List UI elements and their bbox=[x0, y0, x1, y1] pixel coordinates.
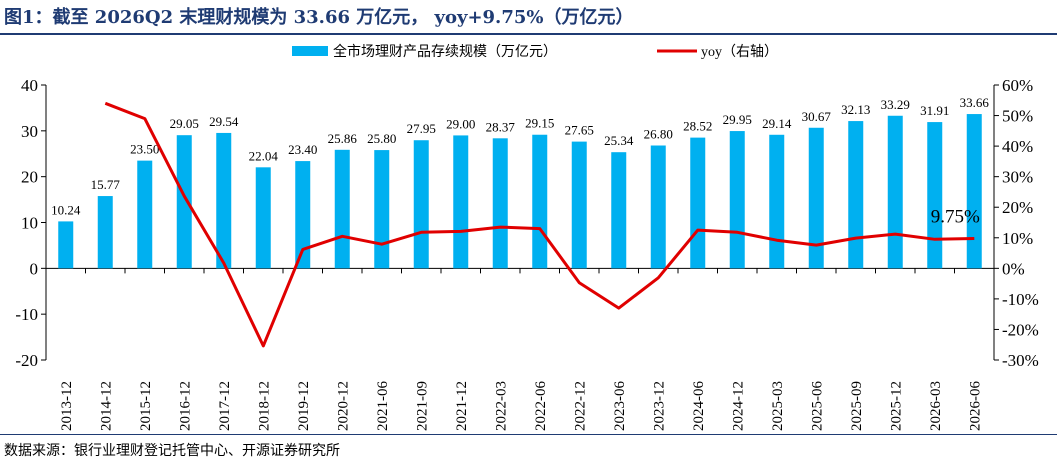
bar bbox=[769, 134, 785, 269]
bar-value-label: 28.37 bbox=[486, 119, 516, 134]
x-tick-label: 2022-03 bbox=[493, 381, 509, 431]
x-tick-label: 2013-12 bbox=[59, 381, 75, 431]
left-tick-label: 30 bbox=[21, 122, 38, 141]
bar-value-label: 25.34 bbox=[604, 133, 634, 148]
legend-bar-label: 全市场理财产品存续规模（万亿元） bbox=[333, 43, 557, 60]
bar bbox=[413, 140, 429, 269]
left-tick-label: -10 bbox=[15, 305, 38, 324]
x-tick-label: 2017-12 bbox=[217, 381, 233, 431]
right-tick-label: 30% bbox=[1002, 168, 1033, 187]
x-tick-label: 2018-12 bbox=[256, 381, 272, 431]
bar bbox=[255, 167, 271, 269]
bar-value-label: 29.05 bbox=[170, 116, 199, 131]
bar-value-label: 25.80 bbox=[367, 131, 396, 146]
bar bbox=[453, 135, 469, 269]
bar-value-label: 15.77 bbox=[91, 177, 121, 192]
bar bbox=[927, 122, 943, 269]
right-tick-label: -30% bbox=[1002, 351, 1039, 370]
bar bbox=[492, 138, 508, 269]
bar bbox=[966, 114, 982, 269]
title-divider bbox=[0, 33, 1057, 35]
x-tick-label: 2022-12 bbox=[572, 381, 588, 431]
x-tick-label: 2026-03 bbox=[928, 381, 944, 431]
right-tick-label: 0% bbox=[1002, 259, 1025, 278]
bar bbox=[176, 135, 192, 269]
bar-value-label: 26.80 bbox=[644, 127, 673, 142]
x-tick-label: 2021-09 bbox=[414, 381, 430, 431]
left-tick-label: 40 bbox=[21, 76, 38, 95]
left-tick-label: 10 bbox=[21, 214, 38, 233]
bar-value-label: 32.13 bbox=[841, 102, 870, 117]
legend-bar-swatch bbox=[292, 46, 328, 56]
bar-value-label: 31.91 bbox=[920, 103, 949, 118]
bar bbox=[729, 131, 745, 269]
x-tick-label: 2025-06 bbox=[809, 381, 825, 431]
right-tick-label: 10% bbox=[1002, 229, 1033, 248]
bar bbox=[334, 149, 350, 269]
x-tick-label: 2023-06 bbox=[612, 381, 628, 431]
bar-value-label: 29.14 bbox=[762, 116, 792, 131]
right-tick-label: 50% bbox=[1002, 107, 1033, 126]
x-tick-label: 2024-12 bbox=[730, 381, 746, 431]
bar-value-label: 33.66 bbox=[960, 95, 990, 110]
bar bbox=[650, 145, 666, 269]
x-tick-label: 2016-12 bbox=[177, 381, 193, 431]
x-tick-label: 2022-06 bbox=[533, 381, 549, 431]
bar bbox=[887, 115, 903, 269]
bar-value-label: 29.95 bbox=[723, 112, 752, 127]
bar-value-label: 29.15 bbox=[525, 116, 554, 131]
right-tick-label: -10% bbox=[1002, 290, 1039, 309]
x-tick-label: 2015-12 bbox=[138, 381, 154, 431]
bar-value-label: 25.86 bbox=[328, 131, 358, 146]
x-tick-label: 2020-12 bbox=[335, 381, 351, 431]
right-tick-label: -20% bbox=[1002, 320, 1039, 339]
x-tick-label: 2023-12 bbox=[651, 381, 667, 431]
x-tick-label: 2025-03 bbox=[770, 381, 786, 431]
bar-value-label: 29.00 bbox=[446, 116, 475, 131]
source-divider bbox=[0, 434, 1057, 435]
bar-value-label: 22.04 bbox=[249, 148, 279, 163]
x-tick-label: 2026-06 bbox=[967, 381, 983, 431]
x-tick-label: 2019-12 bbox=[296, 381, 312, 431]
x-tick-label: 2025-12 bbox=[888, 381, 904, 431]
left-tick-label: -20 bbox=[15, 351, 38, 370]
x-tick-label: 2025-09 bbox=[849, 381, 865, 431]
bar bbox=[532, 134, 548, 269]
left-tick-label: 20 bbox=[21, 168, 38, 187]
bar bbox=[97, 196, 113, 269]
x-tick-label: 2024-06 bbox=[691, 381, 707, 431]
bar bbox=[295, 161, 311, 269]
source-note: 数据来源：银行业理财登记托管中心、开源证券研究所 bbox=[4, 443, 340, 459]
x-tick-label: 2014-12 bbox=[98, 381, 114, 431]
bar bbox=[137, 160, 153, 269]
right-tick-label: 60% bbox=[1002, 76, 1033, 95]
bar bbox=[571, 141, 587, 269]
bar-value-label: 23.50 bbox=[130, 142, 159, 157]
bar bbox=[611, 152, 627, 269]
bar-value-label: 10.24 bbox=[51, 202, 81, 217]
bar-value-label: 33.29 bbox=[881, 97, 910, 112]
bar bbox=[374, 150, 390, 269]
left-tick-label: 0 bbox=[30, 259, 39, 278]
bar-value-label: 27.95 bbox=[407, 121, 436, 136]
bar bbox=[848, 121, 864, 269]
bar-value-label: 23.40 bbox=[288, 142, 317, 157]
bar bbox=[808, 127, 824, 269]
yoy-annotation: 9.75% bbox=[931, 207, 980, 228]
bar bbox=[58, 221, 74, 269]
bar bbox=[216, 132, 232, 269]
bar-value-label: 27.65 bbox=[565, 123, 594, 138]
legend-line-label: yoy（右轴） bbox=[701, 44, 778, 60]
bar-value-label: 30.67 bbox=[802, 109, 832, 124]
x-tick-label: 2021-06 bbox=[375, 381, 391, 431]
bar-value-label: 28.52 bbox=[683, 119, 712, 134]
bar-line-chart: 全市场理财产品存续规模（万亿元） yoy（右轴） -20 -10 0 10 20 30 40 -3… bbox=[15, 43, 1039, 431]
x-tick-label: 2021-12 bbox=[454, 381, 470, 431]
chart-title: 图1：截至 2026Q2 末理财规模为 33.66 万亿元， yoy+9.75%… bbox=[4, 7, 634, 28]
right-tick-label: 40% bbox=[1002, 137, 1033, 156]
right-tick-label: 20% bbox=[1002, 198, 1033, 217]
bar-value-label: 29.54 bbox=[209, 114, 239, 129]
bar bbox=[690, 137, 706, 269]
